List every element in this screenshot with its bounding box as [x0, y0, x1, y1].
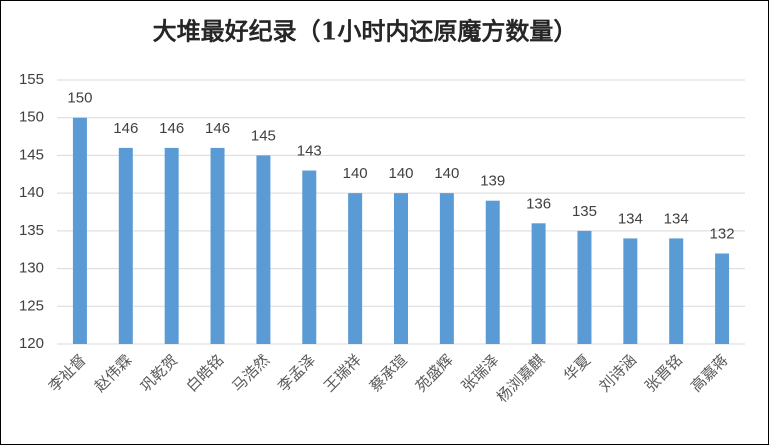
bar — [715, 253, 730, 344]
data-label: 146 — [159, 120, 184, 137]
data-label: 135 — [572, 203, 597, 220]
bar — [210, 147, 225, 344]
data-label: 140 — [343, 165, 368, 182]
bar — [394, 193, 408, 344]
data-label: 136 — [526, 195, 551, 212]
y-tick-label: 140 — [19, 184, 44, 201]
data-label: 132 — [710, 225, 735, 242]
chart-title: 大堆最好纪录（1小时内还原魔方数量） — [153, 17, 578, 46]
data-label: 146 — [113, 120, 138, 137]
data-label: 140 — [434, 165, 459, 182]
data-label: 146 — [205, 120, 230, 137]
bar — [118, 147, 133, 344]
bar — [164, 147, 179, 344]
bar — [256, 155, 271, 344]
data-label: 145 — [251, 127, 276, 144]
y-tick-label: 135 — [19, 222, 44, 239]
data-label: 150 — [67, 90, 92, 107]
data-label: 139 — [480, 173, 505, 190]
bar — [485, 200, 500, 344]
bar — [348, 193, 363, 344]
y-tick-label: 130 — [19, 260, 44, 277]
bar — [72, 117, 87, 344]
y-tick-label: 150 — [19, 109, 44, 126]
y-tick-label: 155 — [19, 71, 44, 88]
bar — [439, 193, 454, 344]
bar — [623, 238, 638, 344]
y-tick-label: 120 — [19, 335, 44, 352]
data-label: 134 — [618, 210, 643, 227]
y-tick-label: 145 — [19, 146, 44, 163]
data-label: 143 — [297, 142, 322, 159]
bar — [577, 230, 592, 344]
bar — [669, 238, 684, 344]
bar — [302, 170, 317, 344]
data-label: 140 — [388, 165, 413, 182]
y-tick-label: 125 — [19, 297, 44, 314]
bar — [531, 223, 546, 344]
data-label: 134 — [664, 210, 689, 227]
